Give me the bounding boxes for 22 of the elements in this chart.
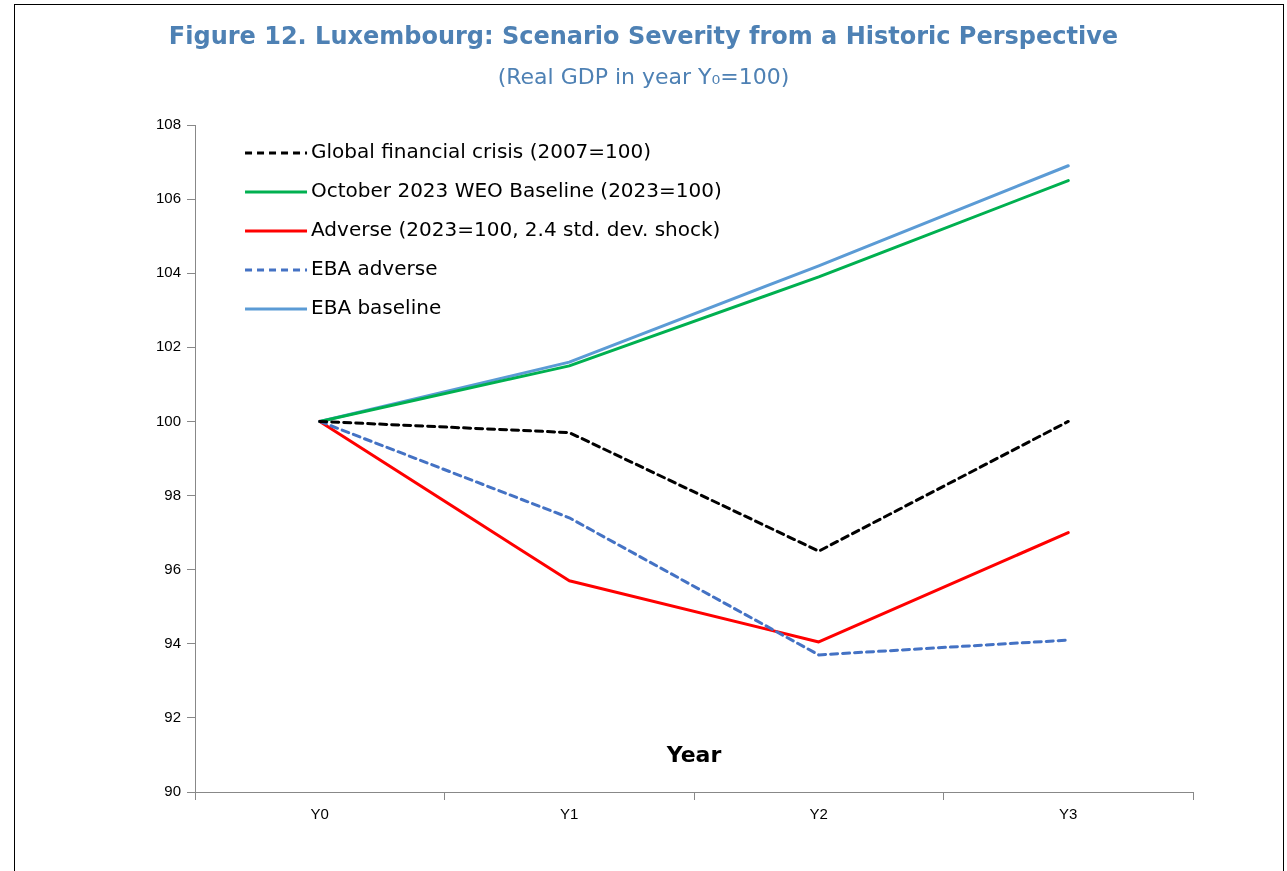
x-tick-label: Y3 bbox=[1059, 805, 1078, 823]
y-tick-label: 96 bbox=[164, 559, 182, 577]
y-tick-label: 100 bbox=[156, 411, 182, 429]
chart-subtitle: (Real GDP in year Y₀=100) bbox=[496, 64, 791, 89]
y-tick-label: 108 bbox=[156, 115, 182, 133]
x-axis-title: Year bbox=[665, 741, 722, 767]
y-tick-label: 94 bbox=[164, 633, 182, 651]
legend-label: EBA adverse bbox=[311, 256, 438, 281]
y-tick-label: 98 bbox=[164, 485, 182, 503]
y-tick-label: 106 bbox=[156, 189, 182, 207]
y-tick-label: 104 bbox=[156, 263, 182, 281]
legend-label: EBA baseline bbox=[311, 295, 442, 320]
x-tick-label: Y0 bbox=[310, 805, 329, 823]
legend-label: Global financial crisis (2007=100) bbox=[311, 139, 652, 164]
y-tick-label: 92 bbox=[164, 708, 182, 726]
x-tick-label: Y1 bbox=[560, 805, 579, 823]
chart-title: Figure 12. Luxembourg: Scenario Severity from a Historic Perspective bbox=[167, 22, 1120, 50]
x-tick-label: Y2 bbox=[809, 805, 828, 823]
legend-label: October 2023 WEO Baseline (2023=100) bbox=[311, 178, 722, 203]
y-tick-label: 102 bbox=[156, 337, 182, 355]
legend-label: Adverse (2023=100, 2.4 std. dev. shock) bbox=[311, 217, 721, 242]
y-tick-label: 90 bbox=[164, 782, 182, 800]
